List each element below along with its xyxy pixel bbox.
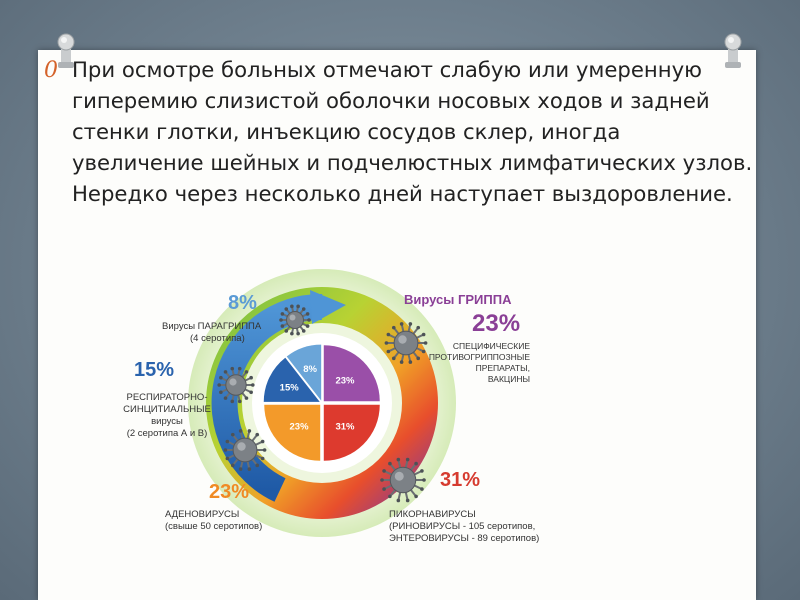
pie-slice-4: [264, 404, 321, 461]
flu-percent: 23%: [472, 310, 521, 337]
virus-particles: [217, 304, 428, 503]
pie-slice-label-3: 31%: [335, 421, 355, 432]
picorna-label: ПИКОРНАВИРУСЫ (РИНОВИРУСЫ - 105 серотипо…: [389, 509, 539, 545]
picorna-detail-line-1: (РИНОВИРУСЫ - 105 серотипов,: [389, 521, 536, 532]
flu-detail-line-1: СПЕЦИФИЧЕСКИЕ: [452, 341, 530, 351]
pie-slice-label-5: 15%: [280, 382, 300, 393]
picorna-name: ПИКОРНАВИРУСЫ: [389, 509, 476, 520]
pie-slice-label-1: 8%: [303, 364, 317, 375]
rsv-label: РЕСПИРАТОРНО- СИНЦИТИАЛЬНЫЕ вирусы (2 се…: [112, 392, 222, 440]
adeno-name: АДЕНОВИРУСЫ: [165, 509, 240, 520]
picorna-detail-line-2: ЭНТЕРОВИРУСЫ - 89 серотипов): [389, 533, 540, 544]
bullet-marker: 0: [44, 58, 58, 83]
arrow-head-icon: [310, 290, 346, 324]
rsv-name-line-1: РЕСПИРАТОРНО-: [126, 392, 208, 403]
adeno-label: АДЕНОВИРУСЫ (свыше 50 серотипов): [165, 509, 262, 533]
paraflu-detail: (4 серотипа): [190, 333, 245, 344]
pie-slice-5: [263, 357, 320, 402]
rsv-name-line-2: СИНЦИТИАЛЬНЫЕ: [123, 404, 211, 415]
flu-detail-line-3: ПРЕПАРАТЫ,: [475, 363, 530, 373]
virus-flu-icon: [384, 322, 428, 364]
slide-body-text: При осмотре больных отмечают слабую или …: [72, 57, 753, 206]
paraflu-percent: 8%: [228, 292, 257, 314]
pie-slice-label-4: 23%: [290, 421, 310, 432]
flu-name: Вирусы ГРИППА: [404, 292, 512, 307]
pie-slice-1: [286, 344, 322, 401]
pie-chart: 8% 23% 31% 23% 15%: [263, 344, 380, 461]
paraflu-label: Вирусы ПАРАГРИППА (4 серотипа): [162, 321, 261, 345]
pushpin-left-icon: [57, 33, 75, 68]
diagram-inner-disc: [252, 333, 392, 473]
rsv-percent: 15%: [134, 359, 175, 381]
flu-detail: СПЕЦИФИЧЕСКИЕ ПРОТИВОГРИППОЗНЫЕ ПРЕПАРАТ…: [420, 341, 530, 385]
virus-rsv-icon: [217, 366, 255, 404]
pie-slice-label-2: 23%: [335, 376, 355, 387]
virus-picorna-icon: [380, 457, 426, 503]
virus-paraflu-icon: [279, 304, 311, 336]
pushpin-right-icon: [724, 33, 742, 68]
pie-slice-3: [323, 404, 380, 461]
virus-adeno-icon: [223, 429, 267, 471]
picorna-percent: 31%: [440, 469, 481, 491]
flu-detail-line-4: ВАКЦИНЫ: [487, 374, 530, 384]
adeno-detail: (свыше 50 серотипов): [165, 521, 263, 532]
paraflu-name: Вирусы ПАРАГРИППА: [162, 321, 262, 332]
pie-slice-2: [323, 345, 380, 402]
rsv-detail: (2 серотипа А и В): [126, 428, 208, 439]
flu-detail-line-2: ПРОТИВОГРИППОЗНЫЕ: [428, 352, 530, 362]
rsv-name-line-3: вирусы: [151, 416, 183, 427]
adeno-percent: 23%: [209, 481, 250, 503]
